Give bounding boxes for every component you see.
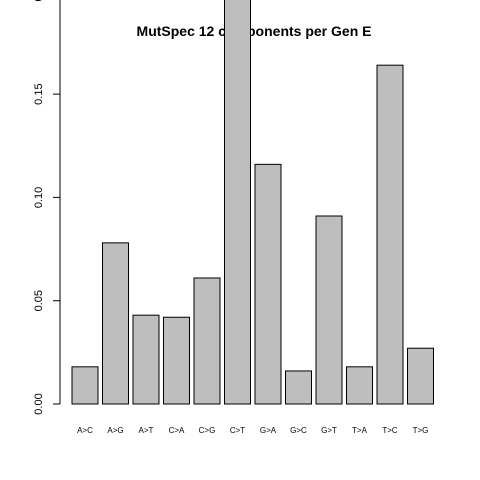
y-tick-label: 0.20 [33, 0, 45, 2]
bar [102, 242, 129, 405]
x-tick-label: A>C [77, 426, 93, 435]
y-tick-label: 0.15 [33, 83, 45, 104]
bar [254, 163, 282, 405]
x-tick-label: G>C [290, 426, 307, 435]
bar [285, 370, 312, 405]
bar [193, 277, 221, 405]
x-tick-label: C>T [230, 426, 245, 435]
bar [71, 366, 99, 405]
bar [132, 314, 160, 405]
x-tick-label: C>G [199, 426, 216, 435]
bars-group [71, 0, 434, 405]
x-tick-label: G>A [260, 426, 277, 435]
chart-title: MutSpec 12 components per Gen E [137, 23, 372, 39]
bar [224, 0, 251, 405]
y-tick-label: 0.10 [33, 187, 45, 208]
y-tick-label: 0.05 [33, 290, 45, 311]
bar [407, 347, 434, 405]
x-tick-label: C>A [169, 426, 185, 435]
x-tick-label: T>G [413, 426, 429, 435]
bar [346, 366, 373, 405]
x-axis-labels: A>C A>G A>T C>A C>G C>T G>A G>C G>T T>A T>C T>G [77, 426, 428, 435]
x-tick-label: A>G [107, 426, 123, 435]
x-tick-label: T>C [382, 426, 398, 435]
y-tick-label: 0.00 [33, 393, 45, 414]
bar [163, 316, 190, 405]
x-tick-label: A>T [139, 426, 154, 435]
x-tick-label: G>T [321, 426, 337, 435]
y-axis: 0.000.050.100.150.200.250.30 [33, 0, 61, 415]
bar [376, 64, 404, 405]
bar [315, 215, 343, 405]
x-tick-label: T>A [352, 426, 368, 435]
